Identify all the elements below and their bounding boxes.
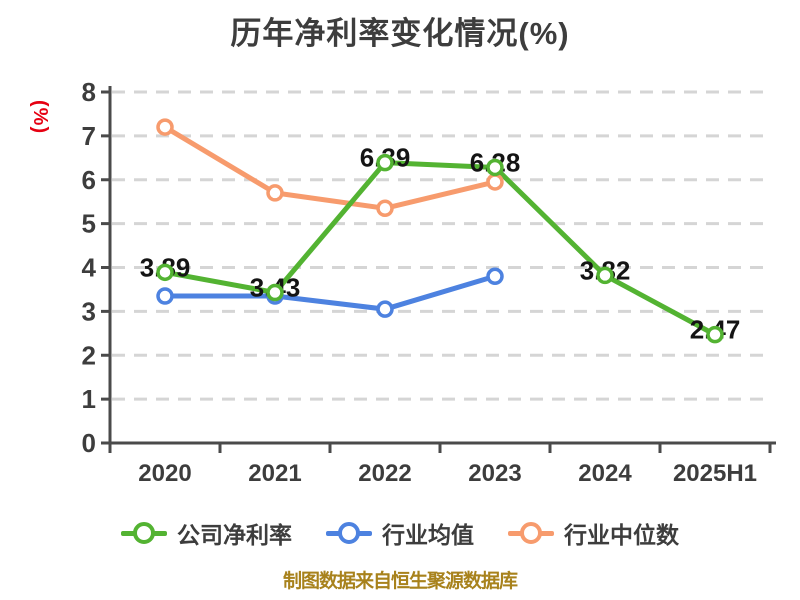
data-point-公司净利率 (156, 263, 174, 282)
data-point-行业中位数 (376, 199, 394, 218)
legend-label: 行业中位数 (564, 522, 679, 548)
data-source-note: 制图数据来自恒生聚源数据库 (282, 571, 518, 592)
data-point-行业中位数 (156, 118, 174, 136)
y-axis-unit-label: (%) (29, 100, 51, 135)
legend-item-industry-average: 行业均值 (326, 516, 474, 550)
chart-title: 历年净利率变化情况(%) (230, 16, 570, 51)
x-tick-label: 2023 (468, 460, 521, 487)
series-line-公司净利率 (162, 160, 718, 338)
y-tick-label: 8 (82, 77, 96, 107)
y-tick-label: 4 (82, 253, 97, 283)
legend-marker-orange (508, 521, 554, 545)
data-point-行业中位数 (486, 173, 504, 191)
y-tick-label: 3 (82, 296, 96, 326)
x-tick-label: 2021 (248, 460, 301, 487)
data-point-公司净利率 (376, 153, 394, 172)
series-line-行业均值 (162, 273, 498, 312)
legend-label: 行业均值 (382, 522, 474, 548)
x-tick-label: 2024 (578, 460, 632, 487)
y-tick-label: 5 (82, 209, 96, 239)
legend-marker-blue (326, 521, 372, 545)
y-tick-label: 0 (82, 428, 96, 458)
data-point-行业均值 (486, 267, 504, 286)
legend: 公司净利率 行业均值 行业中位数 (0, 516, 800, 550)
data-point-公司净利率 (486, 158, 504, 177)
legend-item-industry-median: 行业中位数 (508, 516, 679, 550)
x-tick-label: 2022 (358, 460, 411, 487)
data-point-行业均值 (156, 287, 174, 305)
x-tick-label: 2025H1 (673, 460, 757, 487)
y-tick-label: 1 (82, 384, 96, 414)
data-point-行业均值 (376, 300, 394, 318)
data-point-公司净利率 (596, 266, 614, 285)
legend-item-company: 公司净利率 (121, 516, 292, 550)
series-line-行业中位数 (162, 124, 498, 211)
y-tick-label: 6 (82, 165, 96, 195)
data-point-公司净利率 (266, 283, 284, 302)
legend-marker-green (121, 521, 167, 545)
legend-label: 公司净利率 (177, 522, 292, 548)
x-tick-label: 2020 (138, 460, 191, 487)
y-tick-label: 7 (82, 121, 96, 151)
y-tick-label: 2 (82, 340, 96, 370)
data-point-行业中位数 (266, 184, 284, 202)
data-point-公司净利率 (706, 325, 724, 344)
